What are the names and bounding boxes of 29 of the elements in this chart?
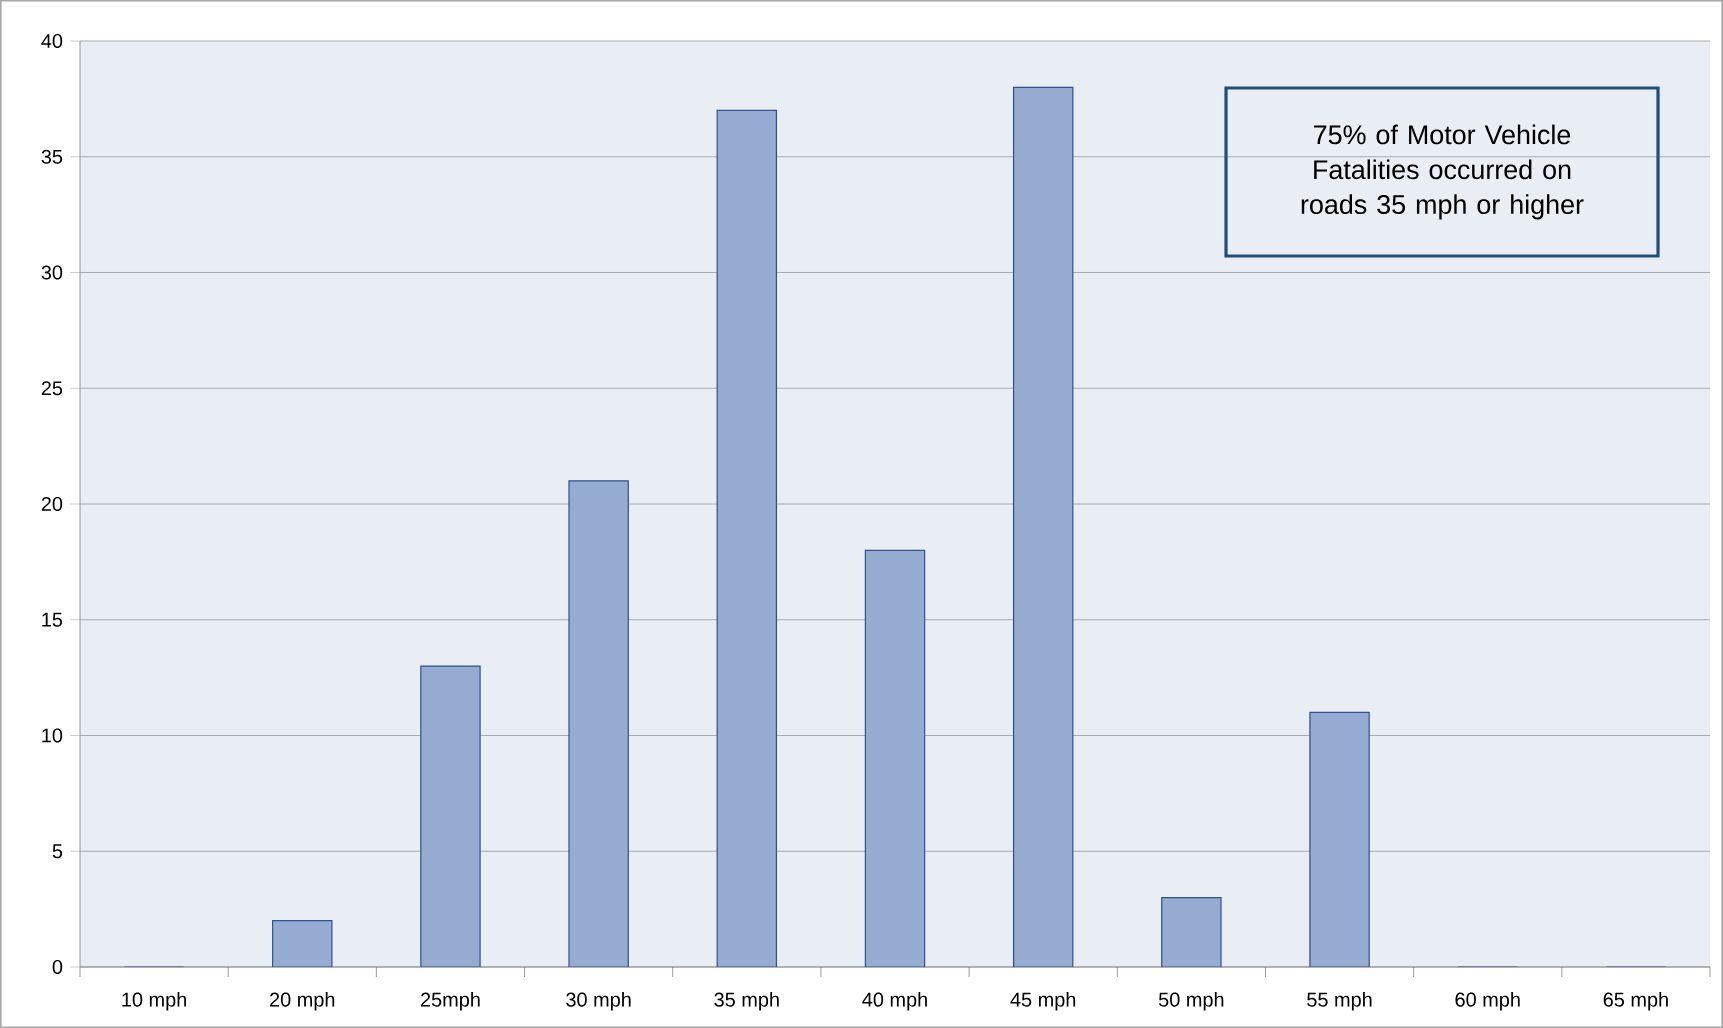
y-tick-label: 0 (52, 959, 63, 975)
bar (716, 109, 778, 967)
y-tick-label: 30 (41, 265, 63, 280)
y-tick-label: 40 (41, 33, 63, 49)
x-tick-label: 65 mph (1603, 992, 1668, 1011)
y-tick-label: 15 (42, 612, 63, 627)
y-tick-label: 25 (41, 381, 63, 396)
x-tick-label: 60 mph (1455, 992, 1520, 1011)
annotation: 75% of Motor Vehicle Fatalities occurred on roads 35 mph or higher (1301, 124, 1584, 220)
x-tick-label: 55 mph (1307, 992, 1372, 1011)
x-tick-label: 10 mph (122, 992, 186, 1011)
x-tick-label: 50 mph (1158, 992, 1224, 1011)
bar (420, 665, 481, 967)
bar (1161, 896, 1222, 967)
bar (272, 920, 333, 967)
y-tick-label: 35 (41, 149, 63, 164)
x-tick-label: 40 mph (862, 992, 927, 1011)
y-tick-label: 10 (42, 728, 63, 743)
y-tick-label: 20 (41, 496, 63, 512)
x-tick-label: 25mph (421, 992, 480, 1011)
y-tick-label: 5 (52, 844, 63, 859)
x-tick-label: 35 mph (714, 992, 779, 1011)
x-tick-label: 45 mph (1010, 992, 1076, 1011)
bar (1309, 711, 1370, 967)
bar (568, 480, 629, 967)
bar (1012, 86, 1074, 967)
bar (864, 549, 926, 967)
x-tick-label: 20 mph (270, 992, 335, 1011)
x-tick-label: 30 mph (566, 992, 631, 1011)
